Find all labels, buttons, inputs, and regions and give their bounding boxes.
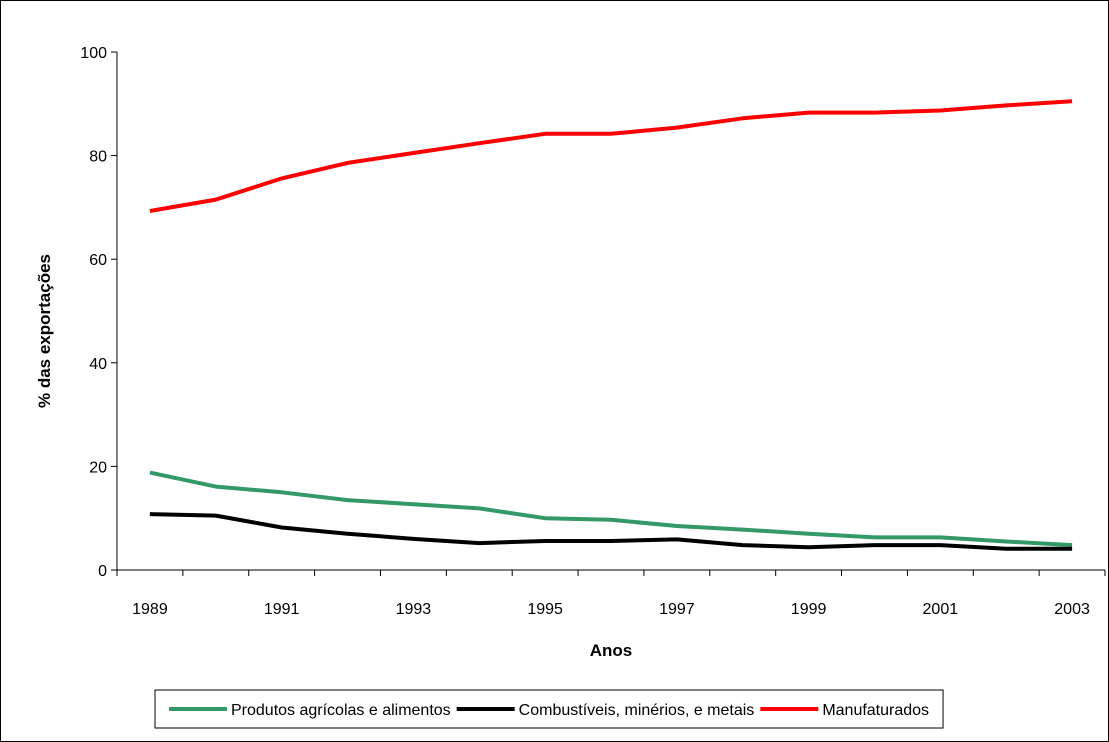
y-tick-label: 40	[89, 356, 107, 373]
x-tick-label: 2003	[1054, 601, 1090, 618]
legend-label-3: Manufaturados	[822, 702, 929, 719]
y-tick-label: 100	[80, 45, 107, 62]
x-tick-label: 1991	[264, 601, 300, 618]
x-tick-label: 1993	[396, 601, 432, 618]
axes	[116, 52, 1105, 571]
series-lines	[149, 99, 1073, 551]
legend-label-1: Produtos agrícolas e alimentos	[231, 702, 451, 719]
y-tick-label: 20	[89, 459, 107, 476]
y-axis-ticks: 0 20 40 60 80 100	[80, 45, 117, 580]
y-tick-label: 0	[98, 563, 107, 580]
x-axis-ticks: 1989 1991 1993 1995 1997 1999 2001 2003	[116, 570, 1106, 618]
legend: Produtos agrícolas e alimentos Combustíve…	[154, 689, 944, 729]
x-tick-label: 1997	[659, 601, 695, 618]
y-tick-label: 60	[89, 252, 107, 269]
x-tick-label: 2001	[923, 601, 959, 618]
series-line-1	[149, 470, 1073, 548]
x-tick-label: 1995	[527, 601, 563, 618]
series-line-3	[149, 99, 1073, 213]
x-tick-label: 1989	[132, 601, 168, 618]
y-tick-label: 80	[89, 149, 107, 166]
series-line-2	[149, 512, 1073, 551]
x-axis-title: Anos	[590, 641, 633, 660]
y-axis-title: % das exportações	[35, 254, 54, 408]
legend-label-2: Combustíveis, minérios, e metais	[519, 702, 755, 719]
x-tick-label: 1999	[791, 601, 827, 618]
